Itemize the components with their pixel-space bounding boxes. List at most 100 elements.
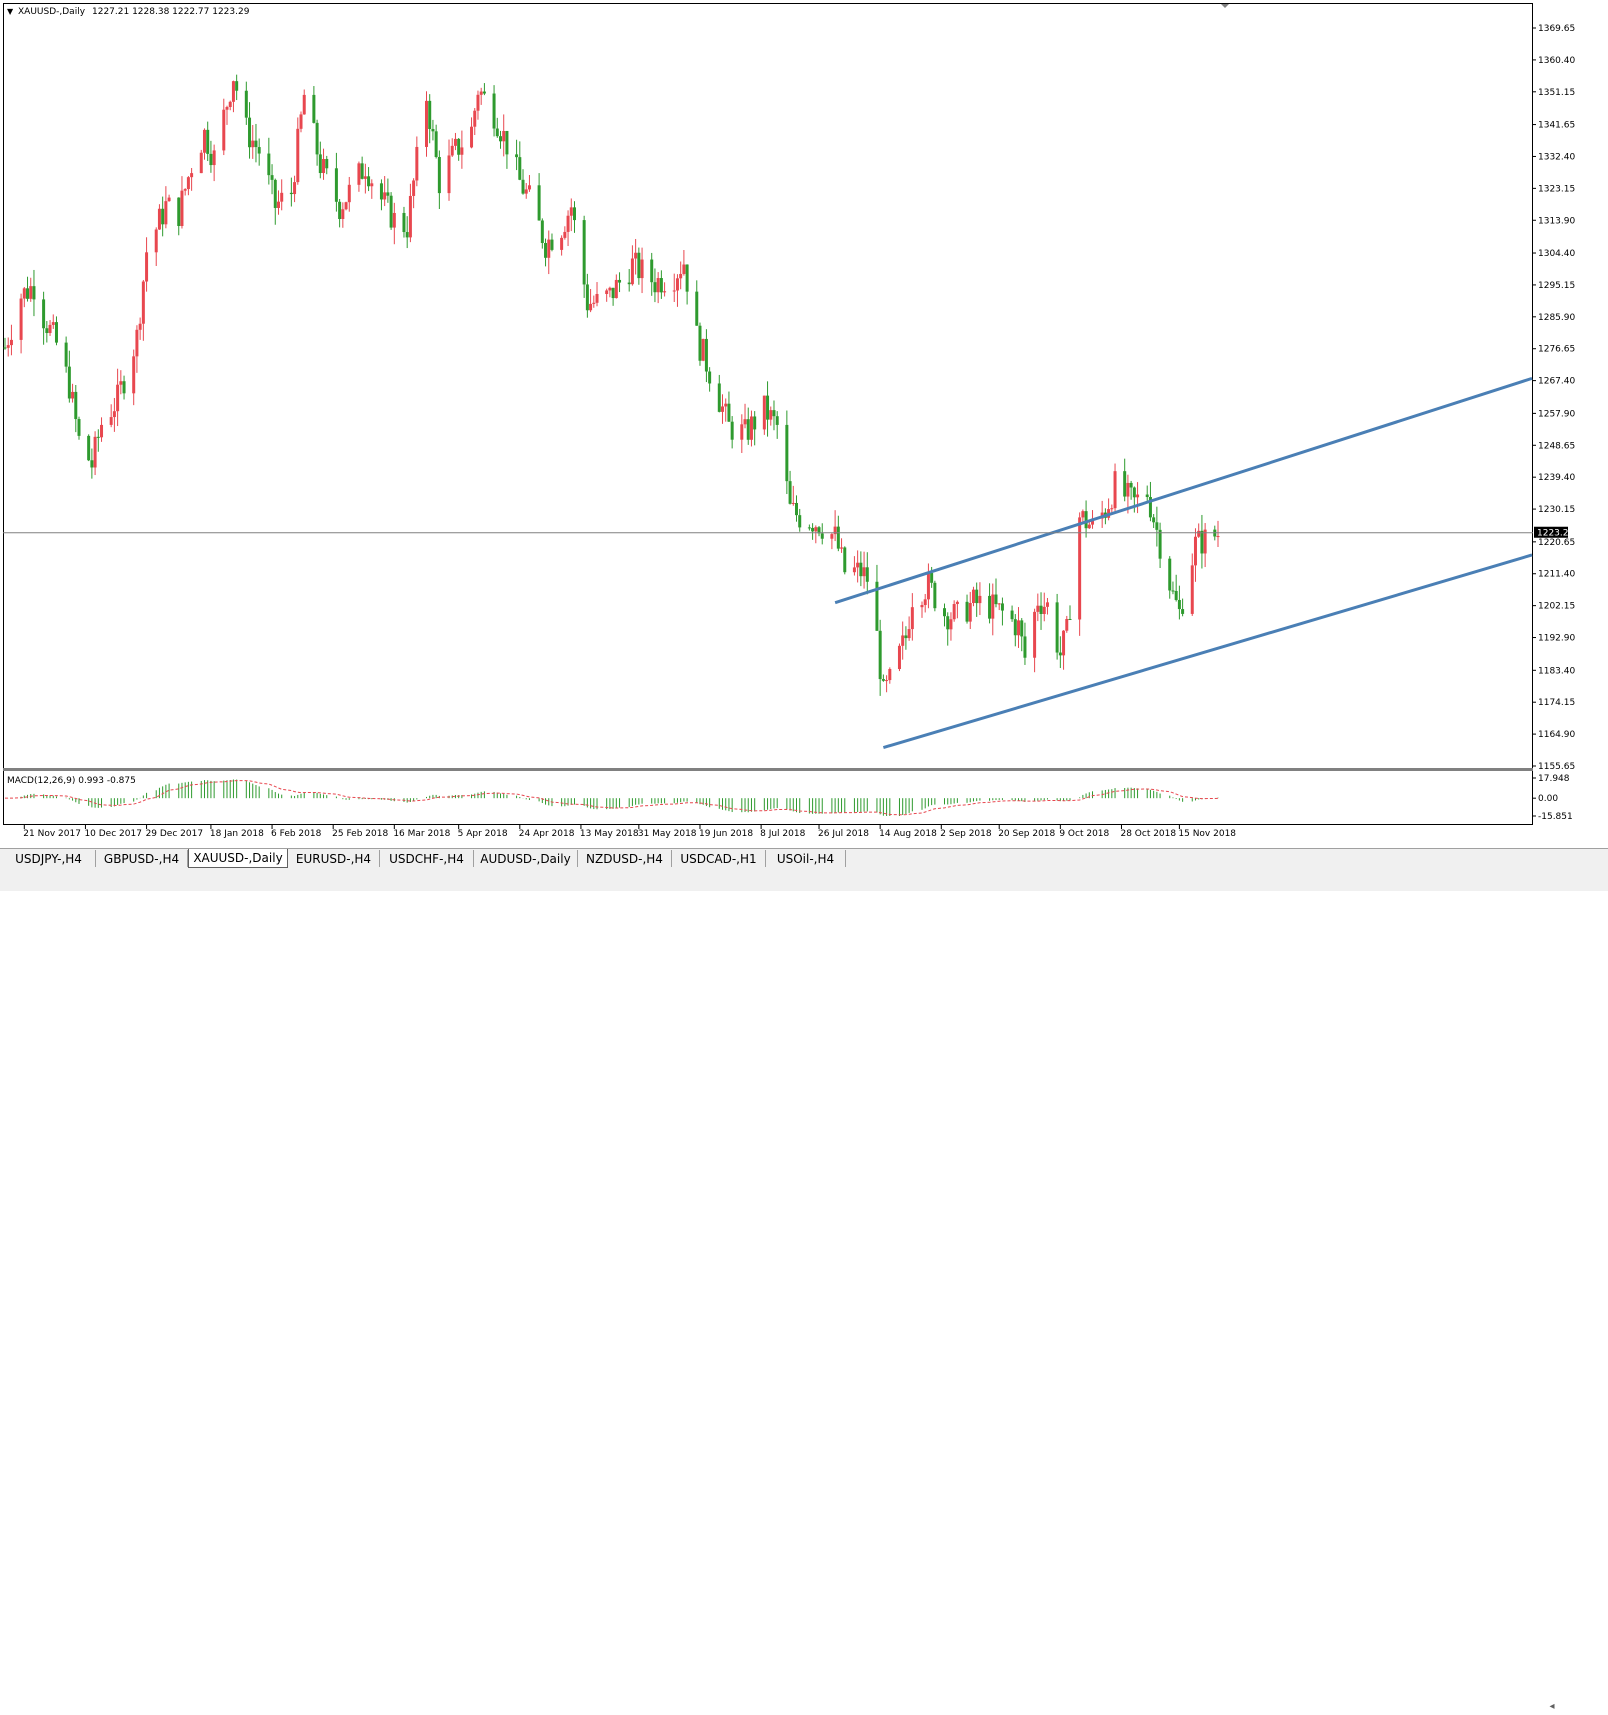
candle	[1010, 605, 1014, 622]
candle	[814, 525, 818, 544]
candle	[199, 149, 203, 174]
candle	[695, 280, 699, 326]
candle	[550, 233, 554, 252]
candle	[1168, 556, 1172, 599]
candle	[112, 397, 116, 432]
candle	[830, 532, 834, 550]
candle	[1158, 522, 1162, 569]
tab-usdchf-h4[interactable]: USDCHF-,H4	[380, 850, 474, 867]
time-tick-label: 18 Jan 2018	[210, 829, 264, 839]
candle	[766, 381, 770, 437]
candle	[502, 114, 506, 157]
candle	[450, 138, 454, 157]
candle	[90, 448, 94, 479]
price-tick-label: 1174.15	[1538, 698, 1575, 708]
price-tick-label: 1239.40	[1538, 473, 1575, 483]
tab-xauusd-daily[interactable]: XAUUSD-,Daily	[188, 849, 288, 868]
tab-gbpusd-h4[interactable]: GBPUSD-,H4	[96, 850, 188, 867]
candle	[296, 117, 300, 185]
candles	[3, 74, 1220, 696]
candle	[569, 198, 573, 232]
candle	[527, 175, 531, 192]
candle	[955, 600, 959, 619]
candle	[717, 374, 721, 413]
candle	[93, 431, 97, 476]
tab-nzdusd-h4[interactable]: NZDUSD-,H4	[578, 850, 672, 867]
tab-usoil-h4[interactable]: USOil-,H4	[766, 850, 846, 867]
candle	[1062, 630, 1066, 670]
candle	[505, 130, 509, 169]
channel-lines[interactable]	[834, 376, 1533, 749]
candle	[971, 586, 975, 607]
candle	[975, 582, 979, 617]
tab-usdjpy-h4[interactable]: USDJPY-,H4	[2, 850, 96, 867]
candle	[222, 98, 226, 156]
channel-line-upper[interactable]	[834, 376, 1533, 605]
candle	[634, 238, 638, 275]
candle	[344, 201, 348, 211]
candle	[865, 552, 869, 595]
candle	[141, 279, 145, 341]
candle	[412, 178, 416, 209]
candle	[991, 583, 995, 636]
time-tick-label: 25 Feb 2018	[332, 829, 388, 839]
time-tick-label: 5 Apr 2018	[458, 829, 508, 839]
tab-usdcad-h1[interactable]: USDCAD-,H1	[672, 850, 766, 867]
price-tick-label: 1304.40	[1538, 249, 1575, 259]
candle	[453, 132, 457, 151]
price-tick-label: 1369.65	[1538, 24, 1575, 34]
candle	[518, 141, 522, 181]
candle	[592, 295, 596, 308]
candle	[907, 616, 911, 641]
price-tick-label: 1313.90	[1538, 216, 1575, 226]
candle	[482, 83, 486, 96]
price-tick-label: 1285.90	[1538, 313, 1575, 323]
time-axis[interactable]: 21 Nov 2017 10 Dec 2017 29 Dec 2017 18 Jan …	[23, 825, 1236, 839]
time-tick-label: 6 Feb 2018	[271, 829, 322, 839]
shift-marker-icon[interactable]	[1221, 4, 1229, 8]
candle	[164, 186, 168, 229]
candle	[363, 163, 367, 194]
price-axis[interactable]: 1369.65 1360.40 1351.15 1341.65 1332.40 1323.…	[1532, 24, 1575, 772]
candle	[1058, 636, 1062, 669]
candle	[100, 417, 104, 442]
candle	[630, 245, 634, 286]
candle	[276, 190, 280, 215]
candle	[862, 551, 866, 589]
chart-menu-arrow-icon[interactable]: ▼	[7, 7, 14, 16]
candle	[1065, 615, 1069, 633]
tabs-scroll-arrow-icon[interactable]: ◂	[1549, 1701, 1555, 1712]
candle	[589, 288, 593, 313]
candle	[730, 416, 734, 449]
candle	[235, 74, 239, 101]
candle	[270, 164, 274, 195]
candle	[807, 524, 811, 531]
candle	[762, 395, 766, 435]
tab-eurusd-h4[interactable]: EURUSD-,H4	[288, 850, 380, 867]
candle	[77, 416, 81, 440]
candle	[280, 179, 284, 211]
time-tick-label: 21 Nov 2017	[23, 829, 81, 839]
candle	[6, 337, 10, 357]
candle	[71, 383, 75, 403]
candle	[769, 406, 773, 426]
candle	[1042, 592, 1046, 622]
candle	[650, 252, 654, 296]
channel-line-lower[interactable]	[882, 553, 1533, 749]
candle	[228, 100, 232, 111]
candle	[885, 675, 889, 693]
candle	[952, 600, 956, 622]
price-tick-label: 1220.65	[1538, 538, 1575, 548]
chart-area[interactable]: 1369.65 1360.40 1351.15 1341.65 1332.40 1323.…	[0, 0, 1608, 848]
price-tick-label: 1183.40	[1538, 666, 1575, 676]
candle	[302, 89, 306, 115]
candle	[1084, 500, 1088, 538]
candle	[183, 188, 187, 196]
time-tick-label: 2 Sep 2018	[940, 829, 992, 839]
candle	[244, 81, 248, 125]
tab-audusd-daily[interactable]: AUDUSD-,Daily	[474, 850, 578, 867]
candle	[1200, 514, 1204, 569]
candle	[1033, 608, 1037, 673]
candle	[679, 261, 683, 290]
